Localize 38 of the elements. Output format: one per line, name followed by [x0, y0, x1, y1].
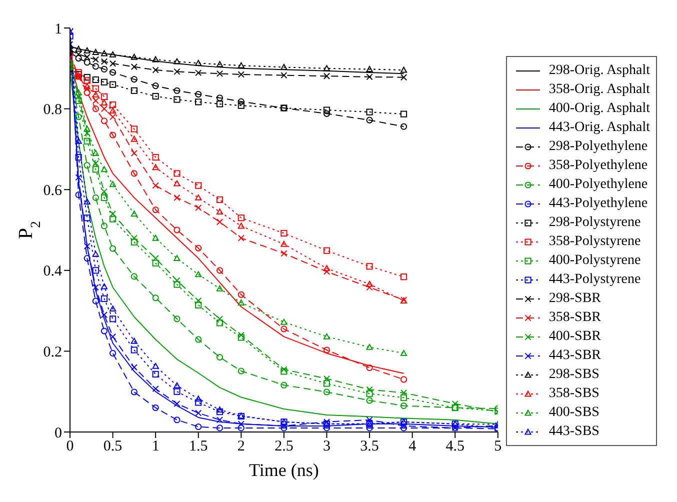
legend-label: 400-SBR — [548, 328, 602, 344]
y-tick-label: 0.8 — [43, 102, 62, 118]
legend-label: 400-Polyethylene — [548, 176, 648, 192]
y-tick-label: 0.4 — [43, 264, 62, 280]
x-tick-label: 0.5 — [103, 438, 122, 455]
legend-label: 443-Polyethylene — [548, 196, 648, 212]
legend-label: 298-Polystyrene — [548, 214, 641, 230]
x-tick-label: 1.5 — [188, 438, 208, 455]
x-tick-label: 3 — [322, 438, 330, 455]
x-tick-label: 4.5 — [446, 438, 464, 455]
y-tick-label: 1 — [54, 21, 62, 38]
legend-label: 443-SBS — [548, 424, 600, 440]
y-tick-label: 0.6 — [43, 182, 62, 199]
legend-label: 358-Orig. Asphalt — [548, 82, 650, 98]
legend-label: 443-Polystyrene — [548, 272, 641, 288]
y-tick-label: 0 — [54, 425, 62, 442]
x-tick-label: 2 — [237, 438, 245, 455]
legend-label: 358-SBS — [548, 386, 600, 402]
legend-label: 358-SBR — [548, 310, 602, 326]
x-axis-title: Time (ns) — [249, 460, 319, 480]
x-tick-label: 1 — [152, 438, 160, 455]
x-tick-label: 5 — [494, 438, 502, 455]
legend-label: 400-Orig. Asphalt — [548, 100, 650, 116]
x-tick-label: 3.5 — [360, 438, 379, 455]
legend-label: 443-Orig. Asphalt — [548, 120, 650, 136]
x-tick-label: 2.5 — [274, 438, 294, 455]
legend-label: 298-SBS — [548, 366, 600, 382]
y-tick-label: 0.2 — [43, 344, 62, 361]
legend-label: 298-SBR — [548, 290, 602, 306]
legend-label: 298-Polyethylene — [548, 138, 648, 154]
legend-label: 443-SBR — [548, 348, 602, 364]
legend-label: 400-Polystyrene — [548, 252, 641, 268]
x-tick-label: 0 — [66, 438, 74, 455]
legend-label: 298-Orig. Asphalt — [548, 62, 650, 78]
x-tick-label: 4 — [408, 438, 417, 455]
legend-label: 358-Polystyrene — [548, 234, 641, 250]
legend-label: 400-SBS — [548, 404, 600, 420]
legend-label: 358-Polyethylene — [548, 158, 648, 174]
